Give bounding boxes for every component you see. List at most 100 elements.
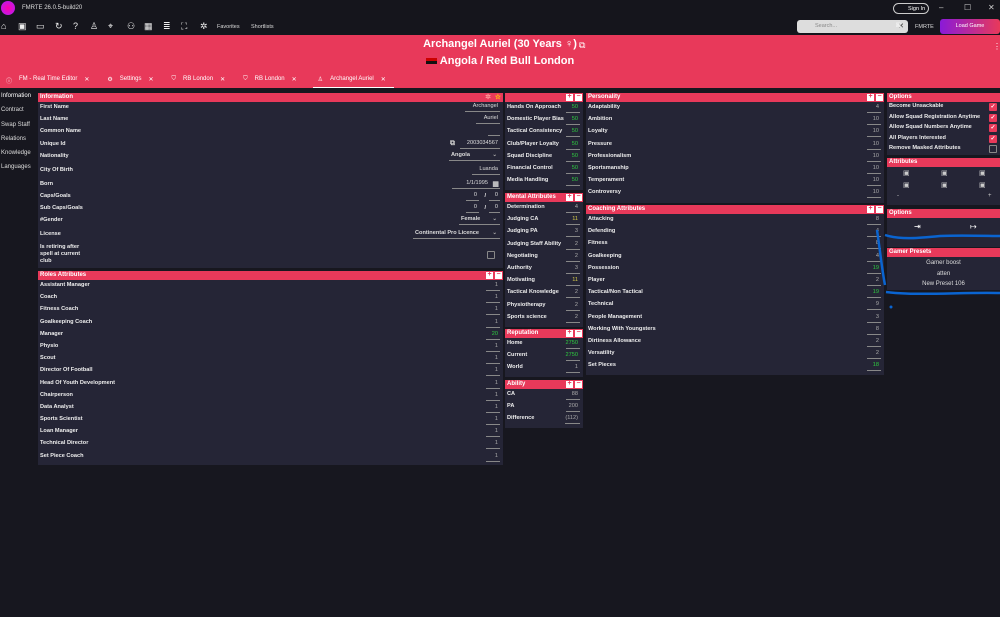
attribute-value[interactable]: 50 xyxy=(566,103,580,113)
network-icon[interactable]: ✲ xyxy=(200,21,208,31)
tab-rb-london-2[interactable]: ⛉ RB London ✕ xyxy=(241,74,299,88)
attr-preset-15-icon[interactable]: ▣ xyxy=(941,170,948,177)
home-icon[interactable]: ⌂ xyxy=(1,21,7,31)
attr-preset-random-icon[interactable]: ▣ xyxy=(903,182,910,189)
attribute-value[interactable]: 2 xyxy=(566,252,580,262)
calendar-icon[interactable]: ▦ xyxy=(492,180,499,188)
collapse-icon[interactable]: − xyxy=(575,329,582,337)
attribute-value[interactable]: 1 xyxy=(486,391,500,401)
settings-icon[interactable]: ✲ xyxy=(485,94,491,101)
expand-icon[interactable]: + xyxy=(566,193,573,201)
attribute-value[interactable]: 1 xyxy=(486,379,500,389)
expand-icon[interactable]: + xyxy=(566,380,573,388)
gender-select[interactable]: Female ⌄ xyxy=(459,215,500,226)
import-icon[interactable]: ⇥ xyxy=(914,222,921,231)
discord-icon[interactable]: ◙ xyxy=(896,20,901,29)
attribute-value[interactable]: 2 xyxy=(566,301,580,311)
attribute-value[interactable]: 1 xyxy=(486,439,500,450)
scan-icon[interactable]: ⛶ xyxy=(181,21,188,31)
attribute-value[interactable]: 1 xyxy=(486,452,500,462)
attribute-value[interactable]: 50 xyxy=(566,127,580,138)
favorites-link[interactable]: Favorites xyxy=(217,24,240,30)
window-icon[interactable]: ⧉ xyxy=(579,40,586,50)
retiring-checkbox[interactable] xyxy=(487,251,495,260)
common-name-field[interactable] xyxy=(488,126,500,137)
attr-preset-10-icon[interactable]: ▣ xyxy=(979,170,986,177)
unique-id-field[interactable]: 2003034567 xyxy=(460,139,500,149)
calendar-icon[interactable]: ▦ xyxy=(144,21,153,31)
expand-icon[interactable]: + xyxy=(566,329,573,337)
nav-languages[interactable]: Languages xyxy=(1,164,31,171)
last-name-field[interactable]: Auriel xyxy=(476,114,500,125)
attribute-value[interactable]: 18 xyxy=(867,361,881,372)
close-icon[interactable]: ✕ xyxy=(380,77,386,83)
attribute-value[interactable]: 9 xyxy=(867,300,881,311)
binoculars-icon[interactable]: ⌖ xyxy=(108,21,114,31)
attribute-value[interactable]: 1 xyxy=(486,427,500,438)
expand-icon[interactable]: + xyxy=(486,271,493,279)
attribute-value[interactable]: 2 xyxy=(566,240,580,250)
option-checkbox[interactable]: ✓ xyxy=(989,103,997,111)
save-icon[interactable]: ▣ xyxy=(18,21,27,31)
tab-fm-editor[interactable]: ⓘ FM - Real Time Editor ✕ xyxy=(4,74,91,88)
attribute-value[interactable]: 10 xyxy=(867,140,881,150)
attribute-value[interactable]: 1 xyxy=(486,318,500,328)
attr-preset-20-icon[interactable]: ▣ xyxy=(903,170,910,177)
star-icon[interactable]: ☆ xyxy=(494,94,501,101)
nav-contract[interactable]: Contract xyxy=(1,107,24,114)
copy-icon[interactable]: ⧉ xyxy=(450,139,455,147)
attribute-value[interactable]: 4 xyxy=(566,203,580,213)
attribute-value[interactable]: 20 xyxy=(486,330,500,340)
attribute-value[interactable]: 1 xyxy=(486,281,500,291)
collapse-icon[interactable]: − xyxy=(876,93,883,101)
person-list-icon[interactable]: ♙ xyxy=(90,21,99,31)
attribute-value[interactable]: 2 xyxy=(566,313,580,323)
tab-settings[interactable]: ⚙ Settings ✕ xyxy=(105,74,155,88)
fmrte-link[interactable]: FMRTE xyxy=(915,24,934,30)
collapse-icon[interactable]: − xyxy=(575,380,582,388)
nationality-select[interactable]: Angola ⌄ xyxy=(449,151,500,161)
close-icon[interactable]: ✕ xyxy=(291,77,297,83)
attribute-value[interactable]: 11 xyxy=(566,276,580,287)
preset-item[interactable]: New Preset 106 xyxy=(922,281,965,287)
collapse-icon[interactable]: − xyxy=(575,193,582,201)
attribute-value[interactable]: 3 xyxy=(566,264,580,274)
option-checkbox[interactable]: ✓ xyxy=(989,134,997,143)
refresh-icon[interactable]: ↻ xyxy=(55,21,63,31)
option-checkbox[interactable]: ✓ xyxy=(989,113,997,122)
attribute-value[interactable]: 50 xyxy=(566,176,580,187)
attribute-value[interactable]: 19 xyxy=(867,288,881,299)
attribute-value[interactable]: 8 xyxy=(867,325,881,335)
attribute-value[interactable]: 19 xyxy=(867,264,881,274)
license-select[interactable]: Continental Pro Licence ⌄ xyxy=(413,229,500,240)
maximize-button[interactable]: ☐ xyxy=(964,3,972,12)
export-icon[interactable]: ↦ xyxy=(970,222,977,231)
attribute-value[interactable]: 10 xyxy=(867,152,881,162)
attribute-value[interactable]: 50 xyxy=(566,152,580,162)
collapse-icon[interactable]: − xyxy=(575,93,582,101)
attribute-value[interactable]: 50 xyxy=(566,115,580,126)
attr-preset-1-icon[interactable]: ▣ xyxy=(979,182,986,189)
attribute-value[interactable]: 4 xyxy=(867,227,881,238)
attribute-value[interactable]: 2750 xyxy=(565,339,580,349)
attribute-value[interactable]: 1 xyxy=(486,366,500,377)
attribute-value[interactable]: 8 xyxy=(867,215,881,225)
attribute-value[interactable]: 1 xyxy=(566,363,580,374)
attribute-value[interactable]: 3 xyxy=(867,313,881,323)
caps-field[interactable]: 0 xyxy=(466,191,479,201)
attribute-value[interactable]: 1 xyxy=(486,403,500,413)
expand-icon[interactable]: + xyxy=(867,93,874,101)
close-icon[interactable]: ✕ xyxy=(148,77,154,83)
attribute-value[interactable]: 2 xyxy=(867,349,881,360)
city-field[interactable]: Luanda xyxy=(472,165,500,175)
attribute-value[interactable]: 3 xyxy=(566,227,580,238)
minimize-button[interactable]: – xyxy=(939,3,944,12)
attribute-value[interactable]: 4 xyxy=(867,103,881,113)
attribute-value[interactable]: 8 xyxy=(867,239,881,250)
attribute-value[interactable]: 2750 xyxy=(565,351,580,362)
attribute-value[interactable]: 50 xyxy=(566,140,580,150)
attribute-value[interactable]: 10 xyxy=(867,115,881,126)
clear-search-icon[interactable]: ✕ xyxy=(898,23,904,30)
attribute-value[interactable]: 10 xyxy=(867,176,881,187)
first-name-field[interactable]: Archangel xyxy=(465,102,500,112)
